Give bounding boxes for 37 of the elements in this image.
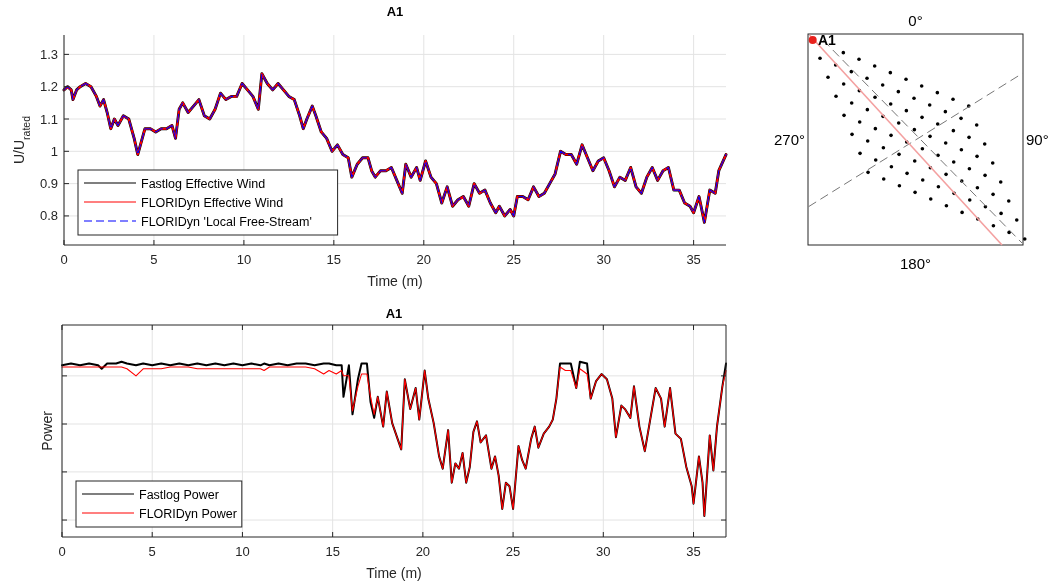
x-tick-label: 35 bbox=[686, 544, 701, 559]
legend-label: FLORIDyn 'Local Free-Stream' bbox=[141, 214, 312, 229]
y-tick-label: 0.8 bbox=[39, 208, 58, 224]
y-tick-label: 0.9 bbox=[39, 176, 58, 192]
y-tick-label: 1.2 bbox=[39, 79, 58, 95]
x-tick-label: 0 bbox=[60, 252, 68, 267]
legend-label: Fastlog Power bbox=[139, 487, 219, 502]
x-tick-label: 35 bbox=[686, 252, 701, 267]
x-tick-label: 15 bbox=[325, 544, 340, 559]
x-tick-label: 15 bbox=[326, 252, 342, 267]
x-tick-label: 30 bbox=[596, 252, 611, 267]
y-tick-label: 1.1 bbox=[39, 111, 58, 127]
text: 270° bbox=[773, 130, 805, 148]
x-tick-label: 20 bbox=[416, 252, 432, 267]
legend-label: FLORIDyn Power bbox=[139, 506, 237, 521]
chart-title: A1 bbox=[386, 4, 404, 19]
x-tick-label: 10 bbox=[236, 252, 252, 267]
text: 0° bbox=[908, 12, 923, 29]
x-axis-title: Time (m) bbox=[366, 565, 422, 581]
x-tick-label: 30 bbox=[596, 544, 611, 559]
x-axis-title: Time (m) bbox=[367, 273, 423, 289]
legend-label: FLORIDyn Effective Wind bbox=[141, 195, 284, 210]
x-tick-label: 5 bbox=[150, 252, 158, 267]
x-tick-label: 10 bbox=[235, 544, 250, 559]
x-tick-label: 20 bbox=[415, 544, 431, 559]
text: 180° bbox=[899, 255, 932, 272]
x-tick-label: 5 bbox=[148, 544, 156, 559]
y-tick-label: 1.3 bbox=[39, 46, 58, 62]
x-tick-label: 25 bbox=[506, 252, 521, 267]
x-tick-label: 25 bbox=[505, 544, 521, 559]
legend-label: Fastlog Effective Wind bbox=[141, 176, 266, 191]
x-tick-label: 0 bbox=[58, 544, 66, 559]
y-axis-title: Power bbox=[39, 410, 55, 451]
y-tick-label: 1 bbox=[50, 143, 58, 159]
text: 90° bbox=[1026, 130, 1049, 148]
chart-title: A1 bbox=[385, 306, 403, 321]
text: A1 bbox=[818, 32, 837, 48]
